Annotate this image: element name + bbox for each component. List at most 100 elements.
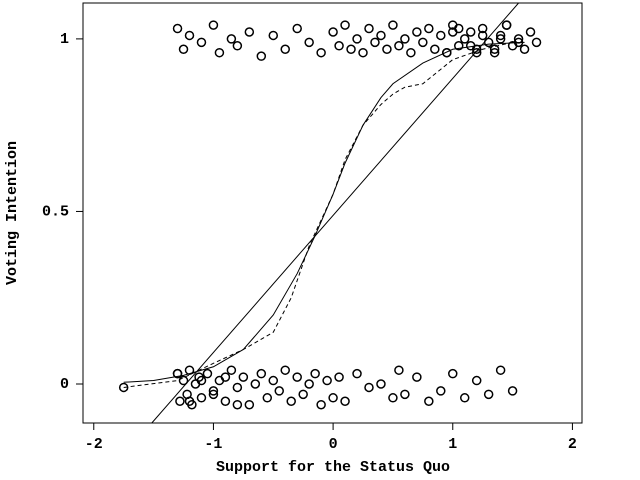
y-tick-label: 0.5 [42,203,69,220]
point [274,386,284,396]
point [388,20,398,30]
y-tick-label: 0 [60,376,69,393]
point [232,41,243,51]
point [256,51,267,61]
point [376,30,386,41]
point [394,365,404,375]
x-tick-label: 1 [448,436,457,453]
point [448,27,458,37]
point [483,389,494,400]
plot-area [118,3,542,423]
point [172,368,183,379]
point [310,368,320,379]
point [196,393,207,403]
point [430,44,440,54]
point [184,365,195,375]
point [280,365,290,375]
point [388,393,398,403]
point [495,34,506,44]
point [292,372,302,382]
point [184,30,195,41]
point [364,23,374,34]
point [453,41,464,51]
point [334,372,344,382]
point [178,44,189,54]
point [483,37,494,48]
point [262,393,273,403]
point [208,389,219,400]
point [358,47,368,58]
point [400,389,410,400]
point [256,368,267,379]
point [328,27,338,37]
point [477,23,488,34]
point [400,34,410,44]
x-tick-label: 0 [329,436,338,453]
point [316,47,326,58]
point [220,372,231,382]
point [412,27,422,37]
point [172,23,183,34]
point [244,399,255,410]
point [471,375,482,386]
point [507,386,518,396]
point [394,41,404,51]
point [376,379,386,389]
point [352,368,362,379]
point [442,47,452,58]
y-tick-label: 1 [60,31,69,48]
point [412,372,422,382]
point [316,399,326,410]
point [501,20,512,30]
fit-line [151,3,519,423]
point [364,382,374,393]
point [436,30,446,41]
point [232,399,243,410]
point [250,379,261,389]
point [352,34,362,44]
point [382,44,392,54]
point [465,27,476,37]
fit-line [123,41,513,388]
point [280,44,290,54]
point [406,47,416,58]
point [477,30,488,41]
point [244,27,255,37]
point [322,375,332,386]
point [340,20,350,30]
point [459,34,470,44]
point [196,375,207,386]
x-tick-label: -2 [85,436,103,453]
point [268,375,279,386]
y-axis-label: Voting Intention [4,141,21,285]
point [328,393,338,403]
point [340,396,350,407]
point [175,396,185,407]
point [525,27,536,37]
point [418,37,428,48]
point [495,30,506,41]
point [214,47,225,58]
point [292,23,302,34]
point [448,368,458,379]
point [298,389,308,400]
point [436,386,446,396]
point [286,396,296,407]
point [232,382,243,393]
plot-frame [82,2,583,424]
point [334,41,344,51]
point [424,396,434,407]
point [424,23,434,34]
point [370,37,380,48]
point [184,396,195,407]
point [489,47,500,58]
x-tick-label: 2 [568,436,577,453]
fit-line [123,41,525,383]
point [202,368,213,379]
point [226,34,237,44]
point [519,44,530,54]
point [531,37,542,48]
x-tick-label: -1 [204,436,222,453]
point [196,37,207,48]
